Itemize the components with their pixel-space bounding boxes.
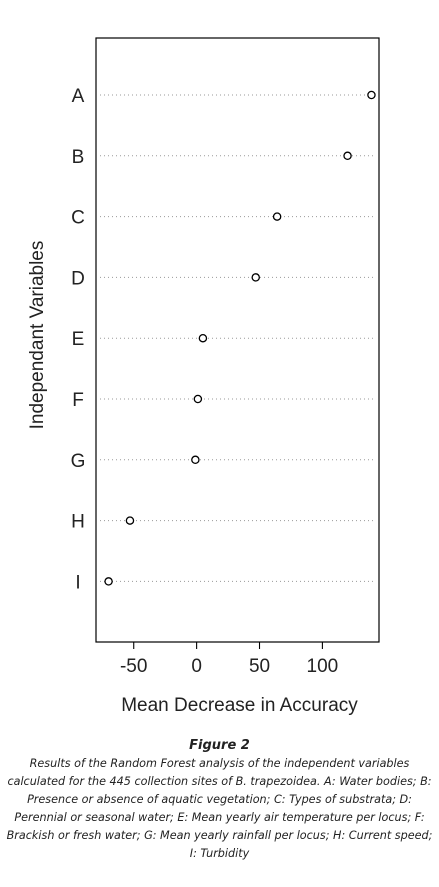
data-point-h [125,516,135,525]
y-tick-label-d: D [71,268,85,289]
y-tick-label-a: A [72,86,85,107]
data-point-d [251,273,260,282]
x-tick-label-neg50: -50 [120,656,147,677]
x-axis-label: Mean Decrease in Accuracy [121,695,358,716]
y-axis-label: Independant Variables [27,241,48,430]
data-point-f [193,394,203,404]
y-tick-label-e: E [72,329,85,350]
y-tick-label-g: G [71,451,86,472]
figure-caption: Figure 2 Results of the Random Forest an… [0,738,439,863]
y-tick-label-i: I [75,572,80,593]
data-point-b [343,151,352,161]
data-point-c [272,212,282,221]
data-point-g [191,455,200,465]
caption-text: Results of the Random Forest analysis of… [6,757,433,860]
y-tick-label-b: B [72,147,85,168]
plot-frame [95,37,380,643]
y-tick-label-c: C [71,208,85,229]
x-tick-label-100: 100 [307,656,339,677]
data-point-a [367,90,376,100]
x-tick-label-0: 0 [191,656,202,677]
dot-chart: A B C D E F G H I -50 0 50 100 Mean Decrease in Accur… [27,37,380,716]
figure: A B C D E F G H I -50 0 50 100 Mean Decrease in Accur… [27,37,380,716]
data-point-e [198,333,208,343]
x-tick-label-50: 50 [249,656,270,677]
y-tick-label-f: F [72,390,84,411]
data-point-i [104,577,113,586]
y-tick-label-h: H [71,512,85,533]
caption-title: Figure 2 [189,738,250,753]
